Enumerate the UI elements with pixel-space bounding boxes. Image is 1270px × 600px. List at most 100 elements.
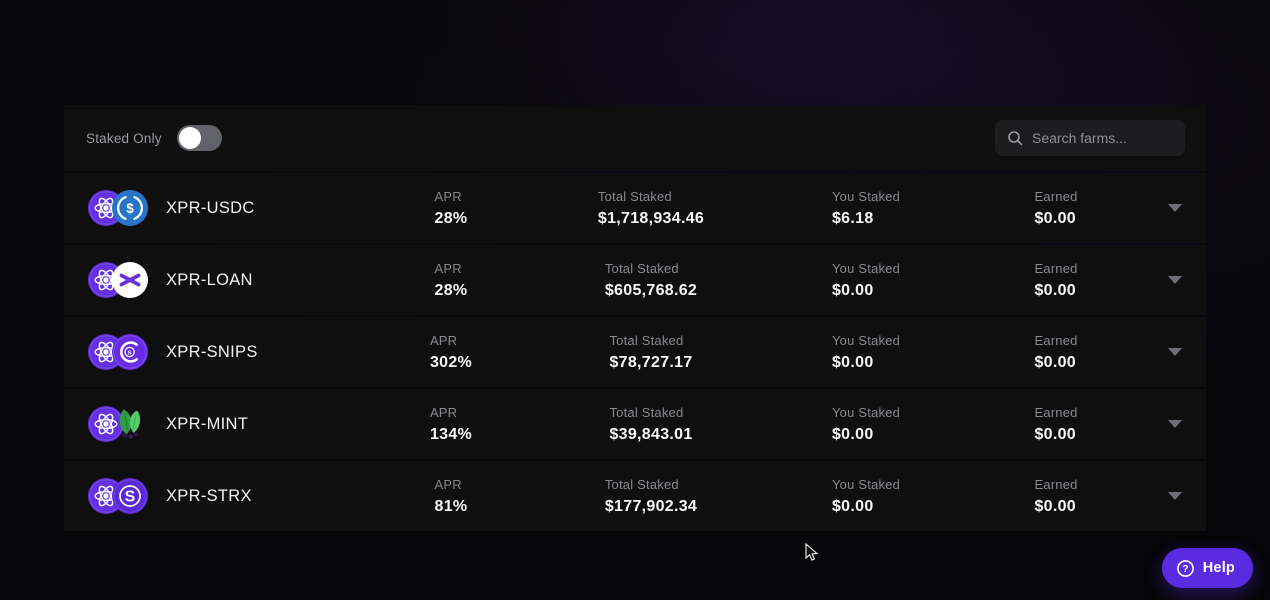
total-staked-value: $39,843.01 [609,425,693,443]
total-staked-label: Total Staked [604,260,679,276]
expand-cell [1146,276,1182,284]
you-staked-value: $6.18 [831,209,874,227]
staked-only-label: Staked Only [86,130,162,146]
pair-icons: S [88,478,148,514]
loan-icon [112,262,148,298]
earned-cell: Earned $0.00 [966,405,1146,444]
you-staked-cell: You Staked $0.00 [766,405,966,444]
you-staked-label: You Staked [831,476,901,492]
farm-row[interactable]: XPR-MINT APR 134% Total Staked $39,843.0… [64,389,1206,459]
farms-list: $ XPR-USDC APR 28% Total Staked $1,718,9… [64,173,1206,531]
apr-label: APR [429,332,458,348]
earned-label: Earned [1034,476,1078,492]
you-staked-value: $0.00 [831,353,874,371]
chevron-down-icon[interactable] [1168,492,1182,500]
you-staked-cell: You Staked $0.00 [766,261,966,300]
pair-name: XPR-SNIPS [166,342,258,361]
apr-label: APR [434,260,462,276]
staked-only-control: Staked Only [86,125,222,151]
apr-cell: APR 28% [366,189,536,228]
earned-cell: Earned $0.00 [966,261,1146,300]
farm-pair-cell: s XPR-SNIPS [88,334,366,370]
farm-row[interactable]: S XPR-STRX APR 81% Total Staked $177,902… [64,461,1206,531]
total-staked-label: Total Staked [609,332,684,348]
you-staked-value: $0.00 [831,425,874,443]
search-icon [1007,130,1023,146]
chevron-down-icon[interactable] [1168,204,1182,212]
you-staked-cell: You Staked $6.18 [766,189,966,228]
expand-cell [1146,420,1182,428]
apr-cell: APR 302% [366,333,536,372]
earned-value: $0.00 [1034,497,1076,515]
pair-icons: s [88,334,148,370]
expand-cell [1146,348,1182,356]
chevron-down-icon[interactable] [1168,276,1182,284]
you-staked-label: You Staked [831,260,901,276]
farm-row[interactable]: XPR-LOAN APR 28% Total Staked $605,768.6… [64,245,1206,315]
svg-text:s: s [128,350,132,357]
apr-value: 28% [434,209,468,227]
total-staked-cell: Total Staked $1,718,934.46 [536,189,766,228]
apr-cell: APR 134% [366,405,536,444]
total-staked-cell: Total Staked $78,727.17 [536,333,766,372]
you-staked-label: You Staked [831,188,901,204]
usdc-icon: $ [112,190,148,226]
pair-icons [88,406,148,442]
earned-label: Earned [1034,188,1078,204]
search-input[interactable] [1032,130,1173,146]
farm-panel: Staked Only $ XPR-USDC [64,105,1206,531]
earned-label: Earned [1034,332,1078,348]
total-staked-value: $605,768.62 [604,281,698,299]
question-icon: ? [1176,559,1195,578]
apr-value: 81% [434,497,468,515]
you-staked-label: You Staked [831,332,901,348]
chevron-down-icon[interactable] [1168,420,1182,428]
svg-text:?: ? [1182,563,1189,575]
expand-cell [1146,492,1182,500]
earned-value: $0.00 [1034,353,1076,371]
earned-value: $0.00 [1034,425,1076,443]
pair-name: XPR-MINT [166,414,249,433]
total-staked-cell: Total Staked $177,902.34 [536,477,766,516]
toggle-knob [178,127,201,149]
strx-icon: S [112,478,148,514]
total-staked-value: $177,902.34 [604,497,698,515]
farm-pair-cell: XPR-MINT [88,406,366,442]
earned-value: $0.00 [1034,209,1076,227]
total-staked-label: Total Staked [597,188,672,204]
svg-text:$: $ [126,201,134,216]
help-button[interactable]: ? Help [1161,548,1253,588]
farm-pair-cell: S XPR-STRX [88,478,366,514]
earned-cell: Earned $0.00 [966,477,1146,516]
you-staked-cell: You Staked $0.00 [766,477,966,516]
staked-only-toggle[interactable] [176,125,222,151]
apr-label: APR [434,188,462,204]
xpr-icon [88,406,124,442]
apr-value: 302% [429,353,473,371]
search-box[interactable] [995,120,1185,156]
apr-cell: APR 81% [366,477,536,516]
pair-name: XPR-STRX [166,486,252,505]
total-staked-cell: Total Staked $39,843.01 [536,405,766,444]
mouse-cursor [805,542,819,567]
apr-label: APR [429,404,458,420]
apr-value: 28% [434,281,468,299]
chevron-down-icon[interactable] [1168,348,1182,356]
apr-label: APR [434,476,462,492]
farm-pair-cell: XPR-LOAN [88,262,366,298]
total-staked-label: Total Staked [604,476,679,492]
you-staked-value: $0.00 [831,497,874,515]
expand-cell [1146,204,1182,212]
earned-cell: Earned $0.00 [966,333,1146,372]
earned-cell: Earned $0.00 [966,189,1146,228]
earned-label: Earned [1034,260,1078,276]
total-staked-label: Total Staked [609,404,684,420]
farm-row[interactable]: $ XPR-USDC APR 28% Total Staked $1,718,9… [64,173,1206,243]
pair-name: XPR-LOAN [166,270,253,289]
svg-text:S: S [125,489,136,506]
earned-value: $0.00 [1034,281,1076,299]
apr-cell: APR 28% [366,261,536,300]
farm-row[interactable]: s XPR-SNIPS APR 302% Total Staked $78,72… [64,317,1206,387]
pair-name: XPR-USDC [166,198,255,217]
